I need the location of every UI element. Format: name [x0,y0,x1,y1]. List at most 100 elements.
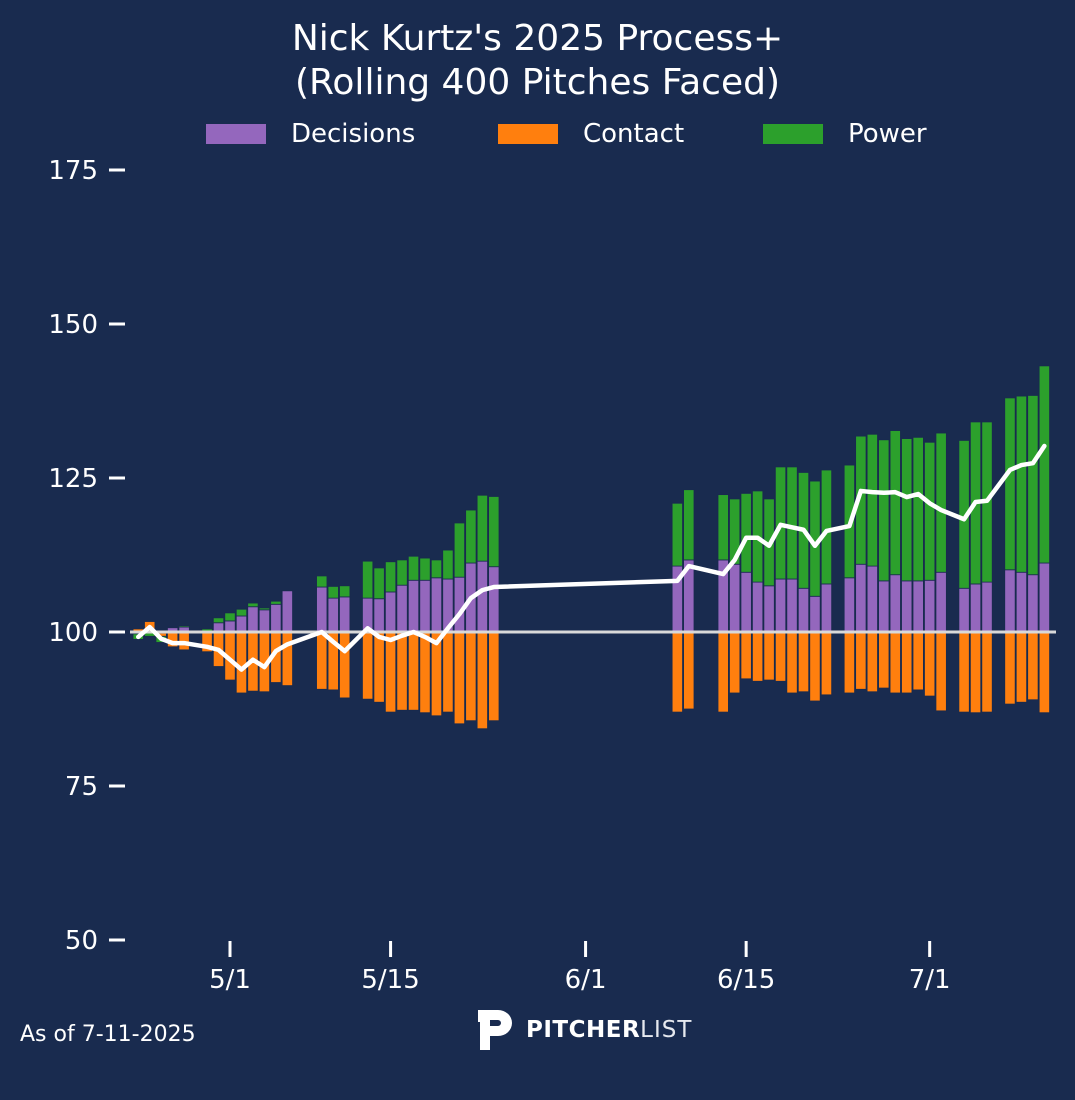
bar-decisions [407,579,420,633]
bar-contact [752,631,764,682]
legend: Decisions Contact Power [0,118,1075,150]
bar-power [488,496,500,568]
y-tick-label: 125 [48,464,98,494]
bar-power [866,433,878,567]
bar-contact [442,631,454,713]
bar-contact [281,631,293,686]
bar-power [912,436,924,582]
y-tick-label: 150 [48,310,98,340]
bar-contact [843,631,855,694]
bar-decisions [981,581,993,633]
bar-contact [683,631,695,710]
bar-power [258,607,271,611]
bar-decisions [339,596,351,633]
legend-label-power: Power [848,119,927,149]
bar-decisions [476,560,488,633]
x-axis: 5/1 5/15 6/1 6/15 7/1 [209,941,951,995]
bar-decisions [419,579,431,633]
bar-contact [671,631,683,713]
bar-decisions [281,590,293,633]
bar-decisions [752,581,764,633]
bar-decisions [1038,562,1050,633]
bar-decisions [247,606,259,633]
legend-label-decisions: Decisions [291,119,416,149]
bar-power [212,617,225,624]
bar-contact [729,631,741,694]
bar-contact [786,631,798,694]
bar-contact [866,631,878,693]
bar-decisions [797,587,810,633]
bar-contact [1027,631,1039,701]
bar-contact [419,631,431,714]
bar-contact [339,631,351,699]
bar-contact [235,631,248,694]
logo-text-bold: PITCHER [526,1017,641,1043]
bar-contact [981,631,993,713]
bar-contact [901,631,913,694]
bar-decisions [729,563,741,633]
bar-decisions [224,620,236,633]
bar-decisions [763,585,775,633]
bar-power [419,557,431,581]
bar-decisions [235,615,248,633]
bar-power [786,466,798,580]
y-tick-label: 50 [65,926,98,956]
bars [132,365,1050,730]
bar-contact [763,631,775,681]
bar-power [671,502,683,567]
legend-swatch-decisions [206,124,266,144]
y-tick-label: 100 [48,618,98,648]
bar-power [270,600,282,605]
bar-contact [1038,631,1050,714]
bar-decisions [912,580,924,633]
bar-power [247,602,259,608]
bar-decisions [270,603,282,633]
bar-decisions [969,583,982,633]
bar-power [1004,397,1016,571]
bar-power [235,608,248,617]
bar-power [465,509,477,564]
bar-power [901,438,913,582]
bar-power [224,612,236,622]
bar-contact [316,631,328,690]
bar-decisions [843,577,855,633]
bar-decisions [396,584,408,633]
bar-power [339,585,351,598]
y-tick-label: 175 [48,156,98,186]
bar-power [178,625,190,628]
y-axis: 50 75 100 125 150 175 [48,156,125,956]
legend-item-decisions: Decisions [206,118,415,150]
bar-decisions [774,578,787,633]
bar-contact [465,631,477,722]
bar-power [729,498,741,565]
bar-contact [820,631,833,696]
bar-decisions [878,580,890,633]
y-tick-label: 75 [65,772,98,802]
bar-power [683,489,695,561]
bar-decisions [786,578,798,633]
pitcherlist-logo: PITCHER LIST [476,1008,692,1052]
process-plus-line [135,443,1047,672]
bar-contact [407,631,420,711]
bar-decisions [820,583,833,633]
bar-power [167,626,179,629]
bar-power [924,441,936,581]
bar-contact [1015,631,1028,703]
bar-contact [488,631,500,722]
bar-contact [740,631,752,680]
bar-contact [453,631,466,725]
bar-power [430,559,443,579]
bar-power [442,549,454,580]
bar-decisions [958,587,970,633]
legend-swatch-power [763,124,823,144]
chart-title-line-2: (Rolling 400 Pitches Faced) [294,62,781,103]
bar-contact [717,631,729,713]
bar-contact [396,631,408,711]
bar-decisions [453,576,466,633]
bar-power [327,586,339,599]
bar-contact [889,631,901,694]
legend-item-contact: Contact [498,118,684,150]
bar-contact [362,631,374,700]
bar-power [889,430,901,576]
bar-power [362,560,374,599]
